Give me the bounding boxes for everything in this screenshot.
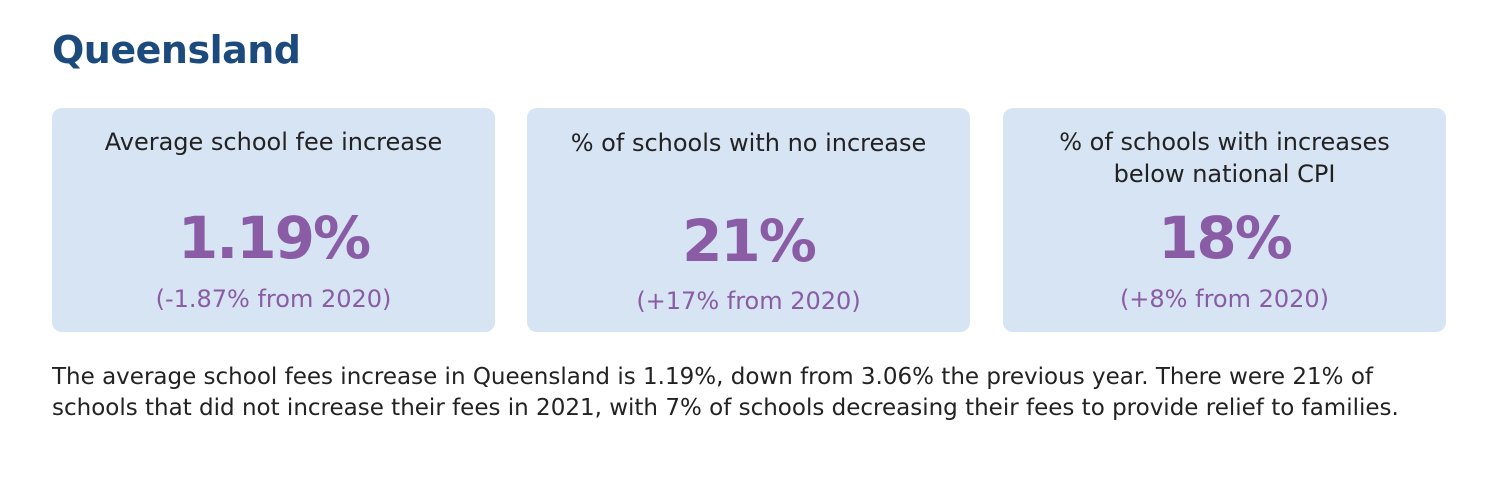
page-title: Queensland xyxy=(52,28,301,72)
stat-card-value: 1.19% xyxy=(177,204,371,272)
stat-card-change: (+8% from 2020) xyxy=(1119,285,1330,313)
stat-card-label: % of schools with no increase xyxy=(570,129,927,157)
stat-card-no-increase: % of schools with no increase 21% (+17% … xyxy=(527,108,970,332)
stat-card-label: % of schools with increases below nation… xyxy=(1059,128,1390,188)
stat-card-below-cpi: % of schools with increases below nation… xyxy=(1003,108,1446,332)
stat-card-value: 21% xyxy=(682,207,817,275)
stat-card-change: (+17% from 2020) xyxy=(636,287,861,315)
stat-card-change: (-1.87% from 2020) xyxy=(155,285,392,313)
summary-paragraph: The average school fees increase in Quee… xyxy=(52,364,1399,421)
stat-card-average-fee-increase: Average school fee increase 1.19% (-1.87… xyxy=(52,108,495,332)
stat-card-value: 18% xyxy=(1158,204,1293,272)
stat-card-label: Average school fee increase xyxy=(104,128,443,156)
